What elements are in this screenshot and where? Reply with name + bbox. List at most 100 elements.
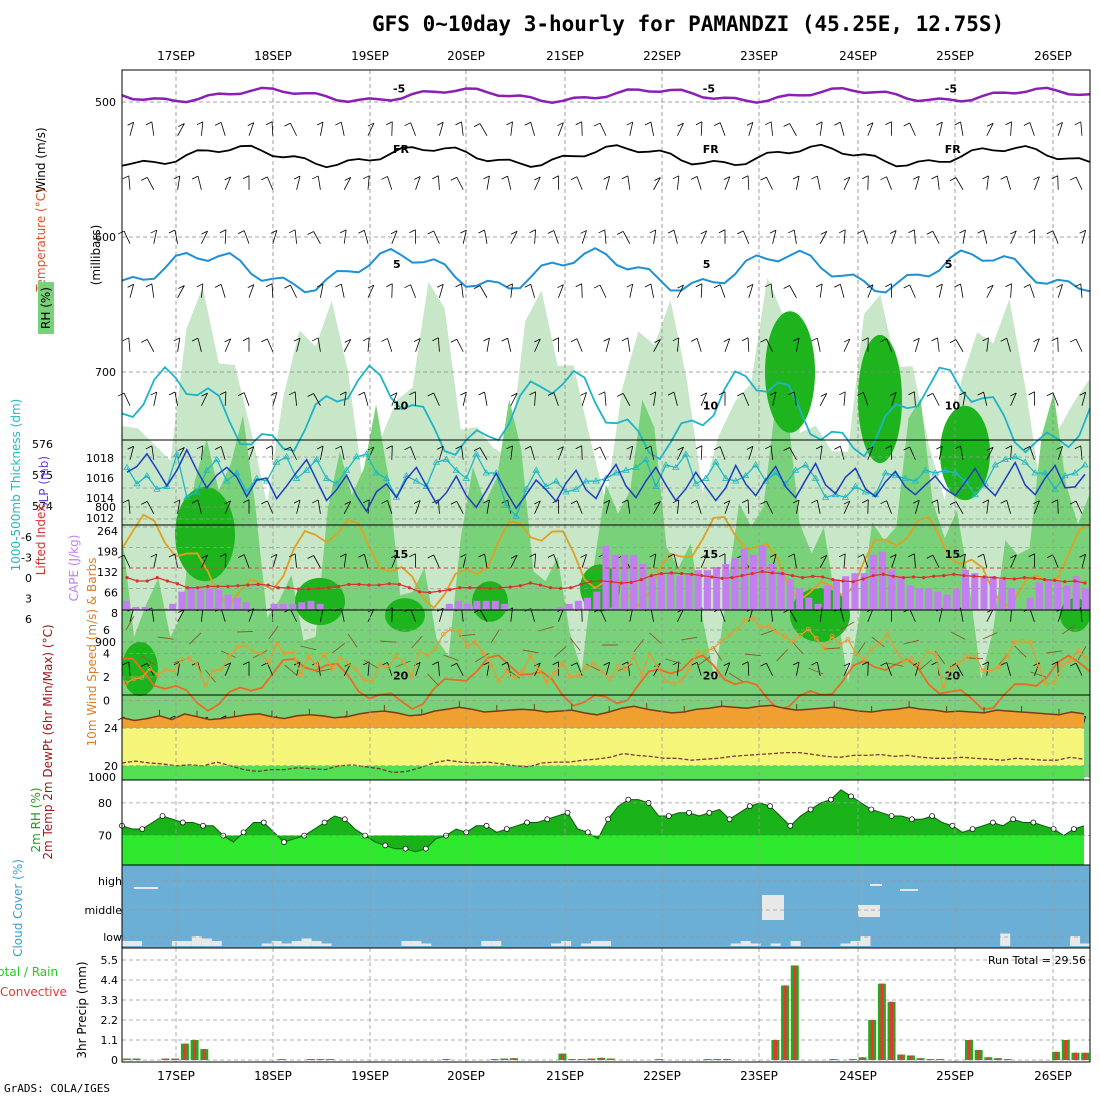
wind-speed-point [710,646,716,651]
wind-barb-flag [529,391,536,396]
thickness-point [1041,469,1049,476]
thickness-point [163,482,171,489]
wind-barb-flag [224,338,231,343]
wind-barb-flag [483,175,490,180]
wind-barb [243,392,250,406]
wind-barb-flag [335,121,342,126]
cloud-low-bar [181,941,192,946]
wind-barb [819,393,828,406]
wind-barb-flag [1028,553,1035,558]
cape-bar [860,573,868,610]
cape-bar [879,551,887,610]
wind-speed-point [536,667,541,673]
thickness-point [602,474,610,481]
wind-speed-point [401,659,407,665]
cape-bar [279,603,287,610]
wind-barb [627,499,631,514]
wind-barb [456,663,464,676]
thickness-point [642,455,650,462]
wind-barb [313,555,321,568]
wind-barb-10m [919,659,932,671]
wind-barb-flag [293,175,301,180]
wind-barb [510,555,518,568]
wind-barb [937,175,940,190]
isotherm-label: 20 [945,670,961,683]
rh-high-blob [295,577,345,626]
wind-barb-flag [363,175,370,180]
precip-conv-bar [309,1059,313,1060]
precip-conv-bar [851,1059,855,1060]
thickness-point [1081,461,1089,468]
wind-barb-flag [381,662,388,666]
wind-barb [915,338,920,352]
wind-barb [673,554,678,568]
wind-barb [793,553,797,568]
wind-barb-flag [723,500,730,504]
wind-barb-flag [432,661,439,666]
wind-barb-flag [450,338,458,343]
wind-barb-flag [690,176,698,180]
wind-barb-flag [1056,284,1063,288]
wind-barb [576,500,583,514]
isotherm-label: 15 [393,548,408,561]
wind-barb-flag [196,445,204,450]
wind-barb [340,283,345,298]
li-point [236,584,240,588]
wind-barb [819,121,823,136]
thickness-point [153,485,161,492]
wind-barb [484,553,488,568]
wind-barb-flag [603,499,610,504]
cloud-level-label: middle [84,904,122,917]
wind-barb [510,121,513,136]
cloud-low-bar [790,941,801,946]
wind-barb [201,554,208,568]
wind-barb-flag [788,229,795,234]
wind-barb-flag [603,661,610,666]
wind-barb [296,338,301,352]
wind-speed-point [639,672,645,678]
wind-barb-flag [316,445,324,450]
rh2m-point [564,809,571,816]
wind-barb-flag [903,446,910,451]
isotherm-label: 5 [393,258,401,271]
wind-barb-flag [982,175,989,180]
thickness-point [272,458,281,465]
rh-legend-swatch [38,282,54,334]
wind-barb [843,338,851,352]
wind-barb-flag [718,229,726,234]
thickness-point [582,477,590,484]
wind-barb [867,122,874,136]
date-label-top: 22SEP [643,49,681,63]
wind-barb-flag [219,229,227,234]
wind-barb-flag [580,392,587,396]
wind-barb-flag [510,392,518,397]
wind-speed-point [988,668,994,674]
li-point [216,584,220,589]
wind-barb [867,446,874,460]
wind-barb-flag [690,338,698,342]
wind-barb-flag [737,230,744,235]
thickness-point [442,455,451,462]
wind-barb [793,391,797,406]
precip-conv-bar [444,1059,448,1060]
rh2m-point [1010,816,1016,823]
cape-bar [851,573,859,610]
wind-barb [673,392,678,406]
thickness-point [422,482,431,489]
wind-barb-flag [178,447,185,451]
wind-barb-flag [977,391,984,396]
wind-barb-10m [1061,624,1076,635]
wind-barb [843,391,846,406]
wind-barb [197,338,202,352]
wind-barb-flag [570,500,578,505]
wind-barb-flag [811,499,818,504]
wind-barb [955,339,964,352]
wind-barb-flag [191,337,199,342]
wind-barb [986,661,989,676]
wind-barb-flag [575,121,582,126]
wind-barb-flag [534,662,541,667]
wind-barb-flag [889,230,897,234]
wind-barb-flag [866,284,874,289]
cape-bar [289,603,297,610]
wind-barb-flag [644,121,652,126]
